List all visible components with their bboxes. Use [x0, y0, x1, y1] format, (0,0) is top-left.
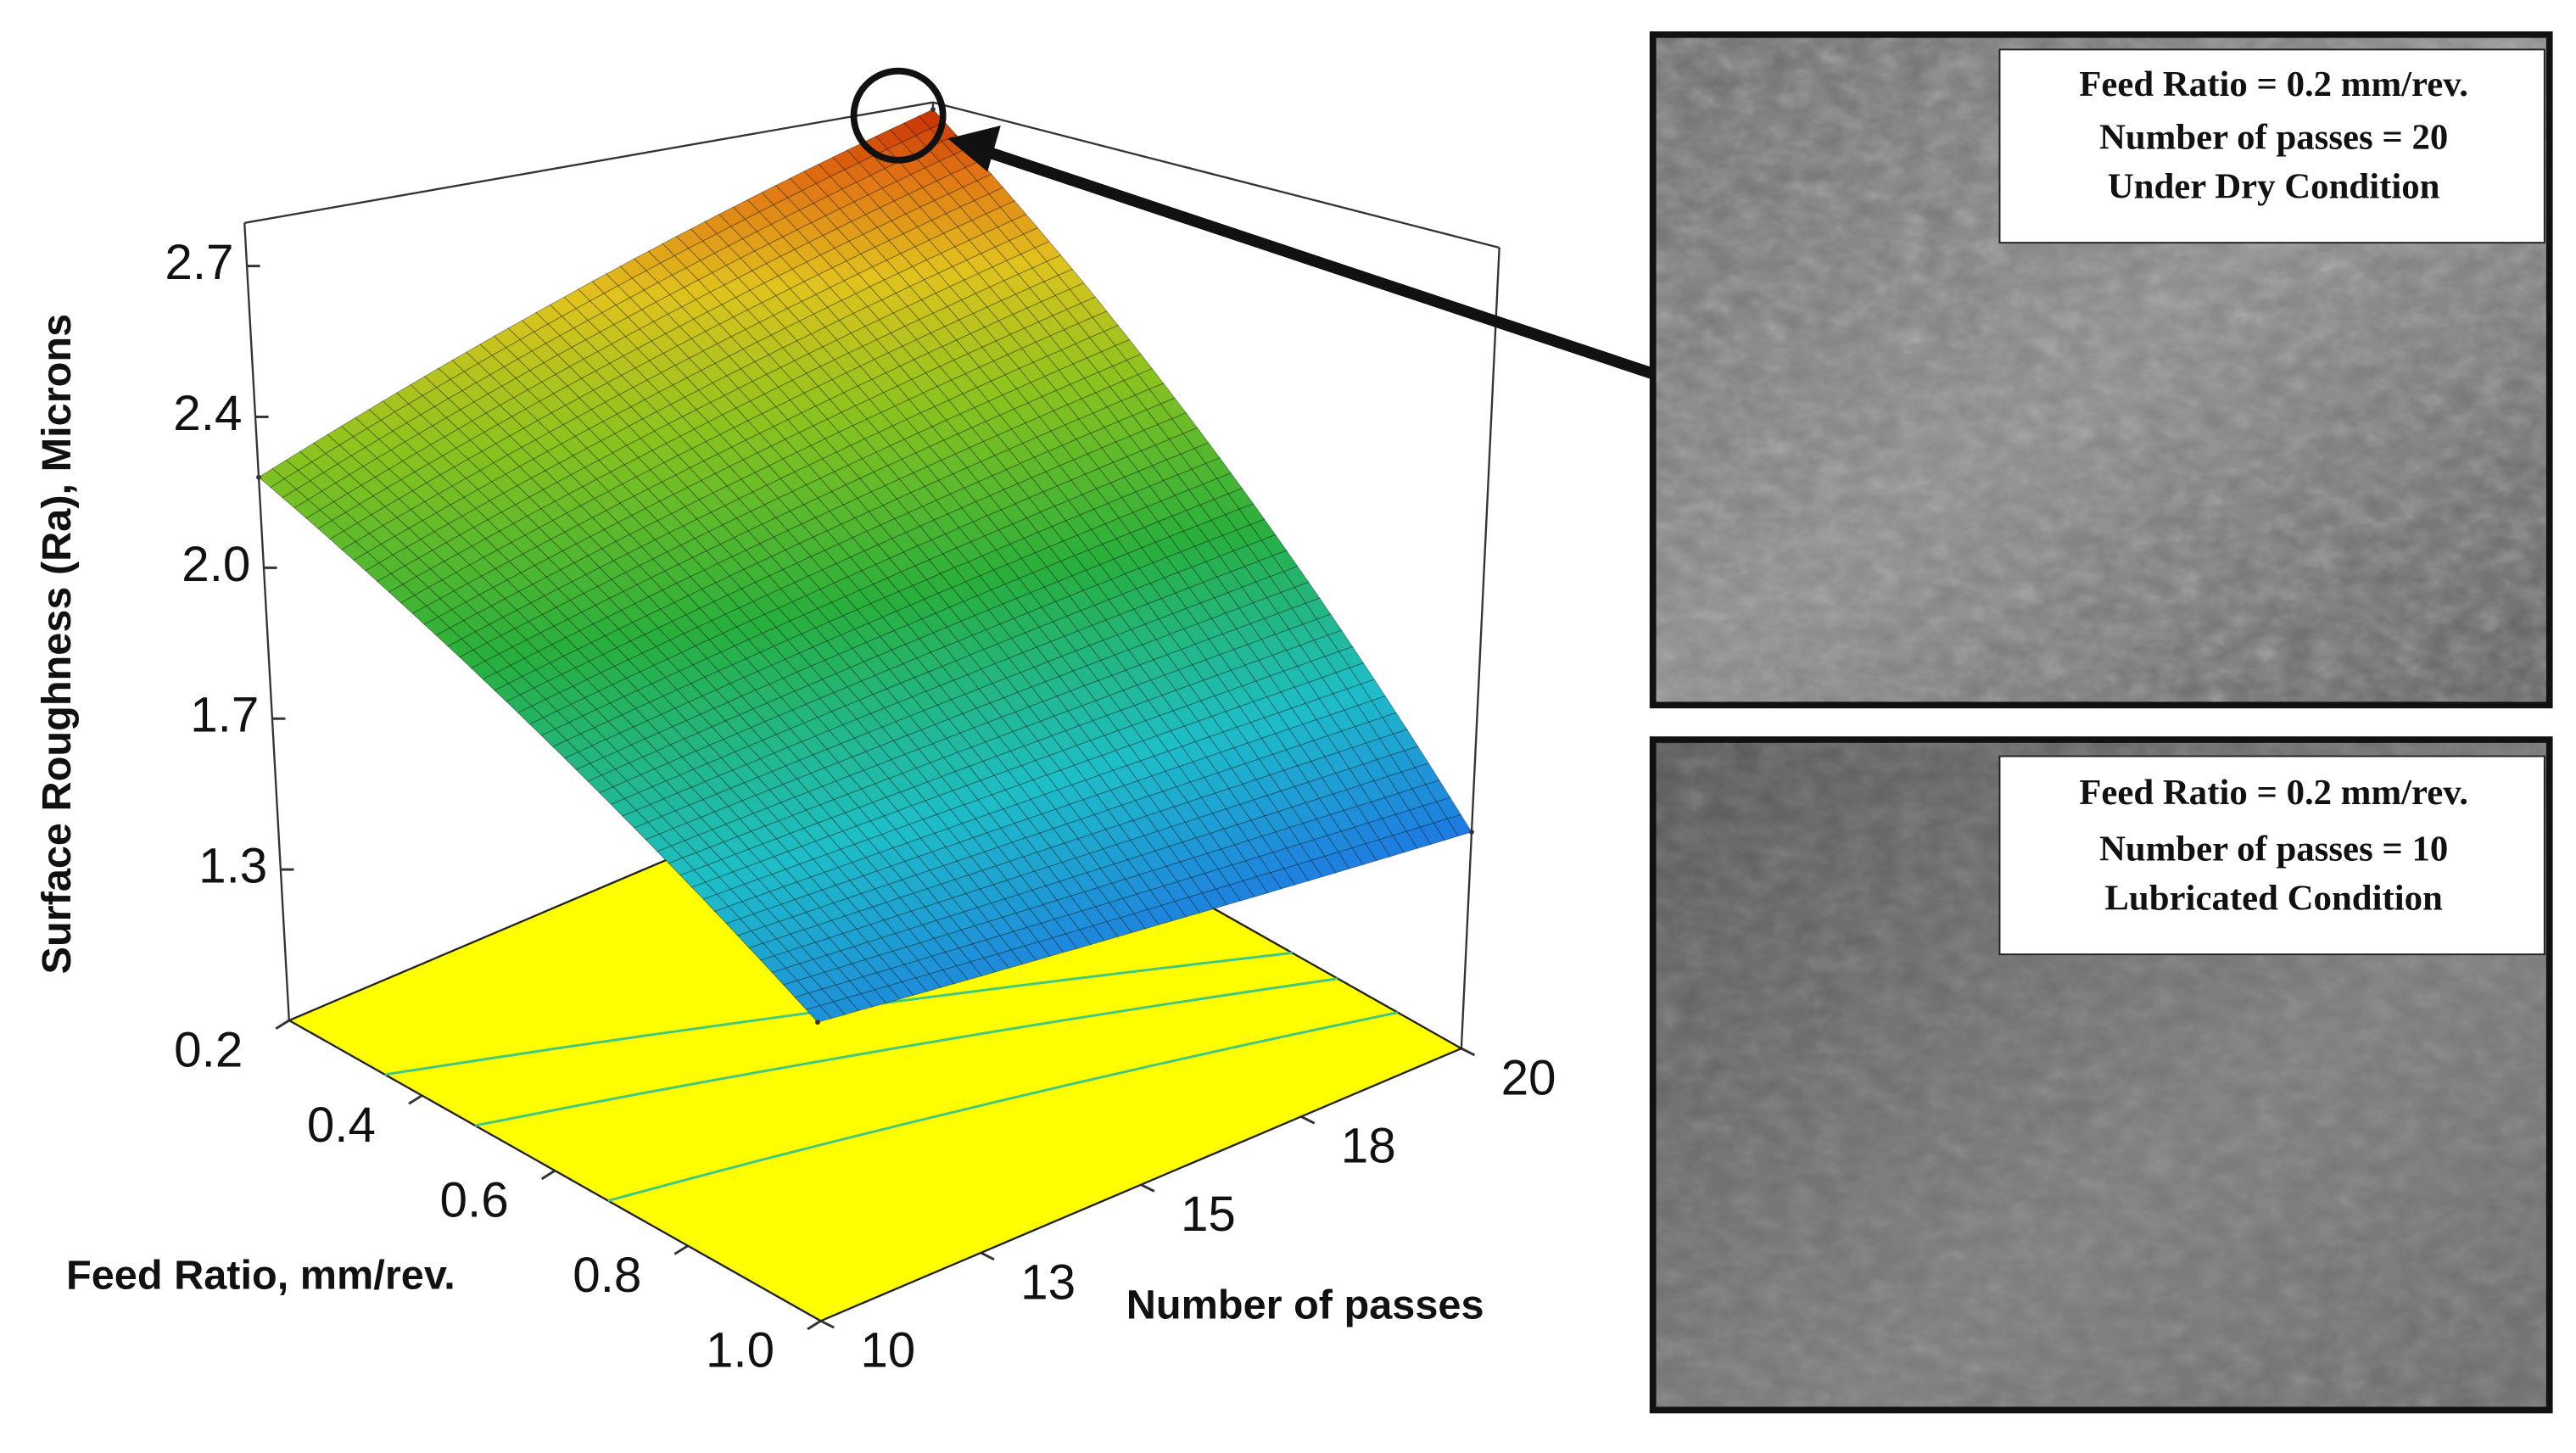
box-edge: [932, 101, 1500, 249]
x-tick: [408, 1094, 423, 1105]
surface-cell: [1187, 892, 1215, 914]
surface-cell: [847, 993, 874, 1012]
surface-cell: [997, 949, 1024, 969]
floor-contour: [607, 1011, 1399, 1202]
box-edge: [243, 222, 290, 1021]
arrow-head: [947, 125, 1001, 172]
floor-contour: [474, 977, 1338, 1127]
caption-line: Number of passes = 10: [2099, 829, 2448, 869]
y-tick: [1140, 1183, 1155, 1193]
surface-cell: [969, 957, 997, 977]
z-tick-label: 2.7: [165, 235, 233, 290]
surface-cell: [1037, 937, 1064, 958]
surface-cell: [874, 985, 901, 1004]
surface-cell: [1201, 888, 1228, 910]
surface-cell: [887, 981, 914, 1000]
x-tick-label: 0.6: [440, 1172, 509, 1227]
y-tick: [1300, 1115, 1316, 1125]
box-edge: [244, 101, 934, 224]
caption-line: Under Dry Condition: [2108, 167, 2440, 207]
caption-box: [1998, 48, 2545, 244]
y-tick-label: 20: [1501, 1050, 1556, 1105]
surface-cell: [1351, 843, 1377, 866]
surface-cell: [1228, 880, 1255, 902]
y-tick: [980, 1251, 995, 1261]
z-tick-label: 2.4: [173, 386, 242, 441]
z-tick-label: 1.7: [190, 688, 259, 743]
x-axis-label: Feed Ratio, mm/rev.: [66, 1253, 455, 1299]
caption-line: Feed Ratio = 0.2 mm/rev.: [2079, 64, 2468, 104]
y-tick: [1461, 1047, 1476, 1057]
z-axis-label: Surface Roughness (Ra), Microns: [34, 314, 80, 975]
surface-corner: [930, 106, 936, 112]
y-tick-label: 13: [1020, 1255, 1076, 1310]
y-tick-label: 18: [1341, 1119, 1396, 1174]
z-tick-label: 1.3: [198, 839, 267, 894]
surface-corner: [256, 474, 261, 480]
y-tick-label: 15: [1181, 1187, 1236, 1242]
y-tick: [819, 1319, 835, 1329]
surface-cell: [1051, 933, 1078, 953]
surface-corner: [815, 1020, 820, 1025]
box-edge: [1460, 247, 1500, 1049]
surface-cell: [901, 977, 928, 996]
micrograph-top: Feed Ratio = 0.2 mm/rev. Number of passe…: [1649, 31, 2553, 709]
x-tick: [807, 1320, 822, 1331]
caption-line: Lubricated Condition: [2104, 879, 2443, 919]
x-tick-label: 0.2: [174, 1022, 243, 1077]
caption-line: Number of passes = 20: [2099, 117, 2448, 157]
surface-plot: 1.3 1.7 2.0 2.4 2.7 0.2 0.4 0.6 0.8 1.0 10 13 15 18 20…: [34, 101, 1556, 1378]
surface-cell: [805, 1005, 832, 1023]
caption-line: Feed Ratio = 0.2 mm/rev.: [2079, 773, 2468, 813]
x-tick: [673, 1244, 689, 1255]
surface-cell: [860, 989, 887, 1008]
surface-cell: [1010, 945, 1037, 965]
micrograph-bottom: Feed Ratio = 0.2 mm/rev. Number of passe…: [1649, 736, 2553, 1414]
x-tick: [540, 1169, 556, 1181]
surface-corner: [1469, 830, 1474, 835]
surface-cell: [928, 970, 955, 988]
surface-cell: [1215, 884, 1242, 906]
x-tick-label: 0.8: [573, 1248, 641, 1303]
surface-cell: [1024, 941, 1051, 961]
x-tick-label: 1.0: [706, 1323, 774, 1378]
x-tick: [275, 1019, 290, 1030]
surface: [258, 109, 1472, 1023]
x-tick-label: 0.4: [307, 1098, 376, 1153]
y-tick-label: 10: [860, 1323, 915, 1378]
highlight-circle: [850, 67, 947, 164]
z-tick-label: 2.0: [182, 537, 250, 592]
y-axis-label: Number of passes: [1126, 1283, 1484, 1328]
caption-box: [1998, 755, 2545, 956]
arrow-shaft: [986, 146, 1653, 379]
